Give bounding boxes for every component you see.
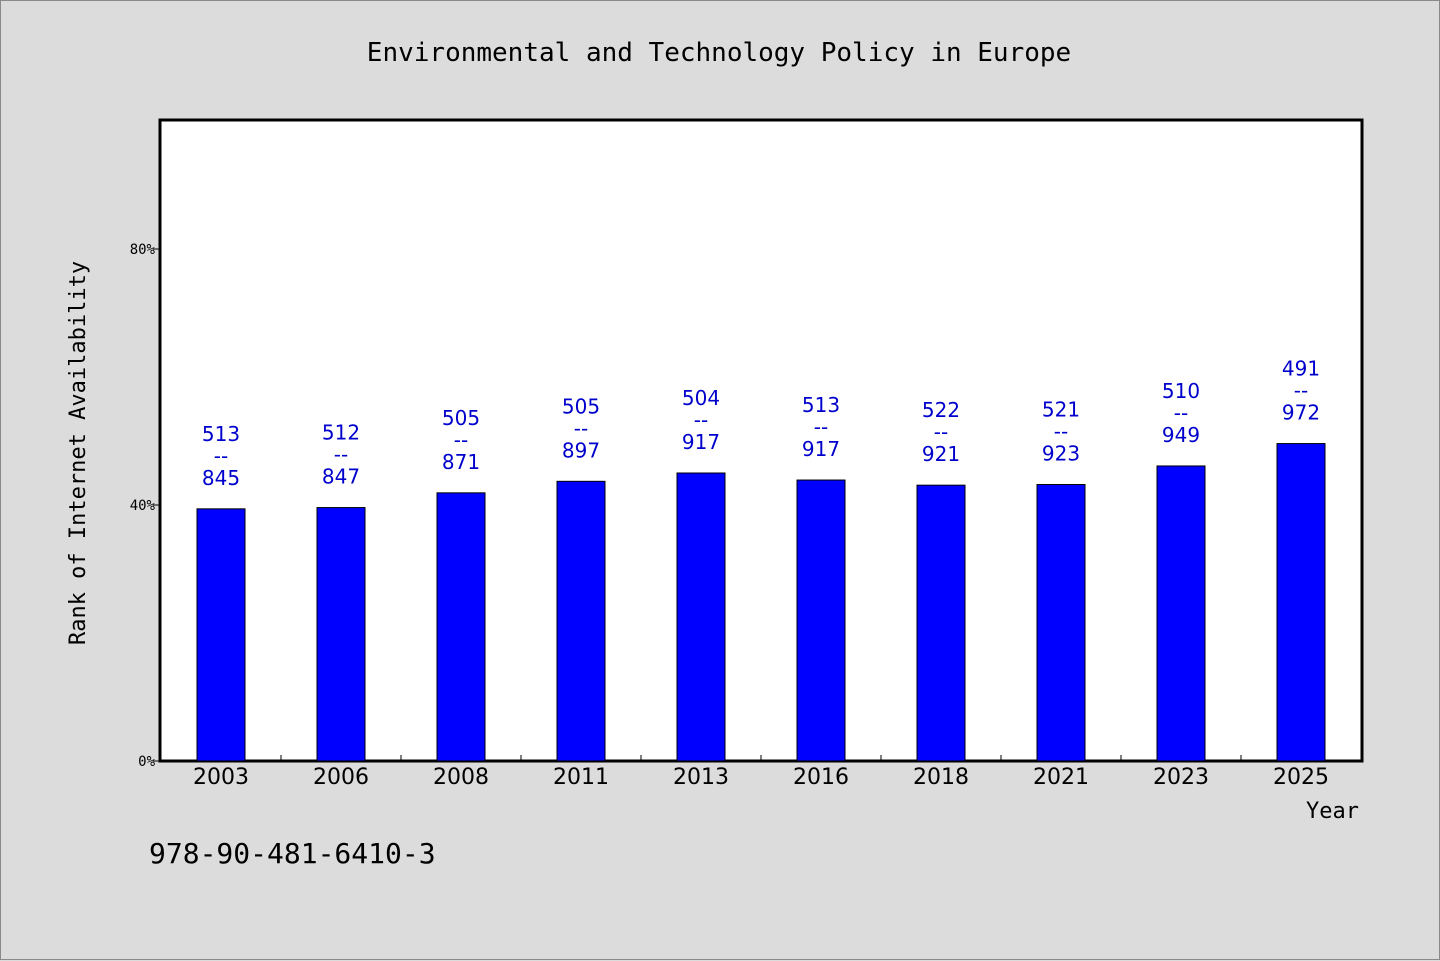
data-label-separator-2011: -- <box>574 416 588 440</box>
x-axis-label: Year <box>1306 799 1359 824</box>
x-tick-label-2008: 2008 <box>433 765 489 790</box>
data-label-rank-2013: 504 <box>682 386 720 410</box>
x-tick-label-2006: 2006 <box>313 765 369 790</box>
data-label-rank-2011: 505 <box>562 394 600 418</box>
data-label-separator-2006: -- <box>334 443 348 467</box>
y-tick-label-0pct: 0% <box>138 754 155 770</box>
x-tick-label-2023: 2023 <box>1153 765 1209 790</box>
data-label-total-2013: 917 <box>682 430 720 454</box>
bars-layer <box>196 443 1326 762</box>
data-label-total-2008: 871 <box>442 450 480 474</box>
bar-2013 <box>676 472 726 762</box>
data-label-total-2011: 897 <box>562 438 600 462</box>
bar-2006 <box>316 507 366 762</box>
y-tick-label-40pct: 40% <box>130 498 156 514</box>
data-label-total-2016: 917 <box>802 437 840 461</box>
x-tick-label-2021: 2021 <box>1033 765 1089 790</box>
data-label-separator-2018: -- <box>934 420 948 444</box>
data-label-separator-2003: -- <box>214 444 228 468</box>
bar-2016 <box>796 479 846 762</box>
data-label-rank-2006: 512 <box>322 421 360 445</box>
data-label-total-2018: 921 <box>922 442 960 466</box>
x-tick-label-2025: 2025 <box>1273 765 1329 790</box>
x-tick-label-2018: 2018 <box>913 765 969 790</box>
data-label-rank-2008: 505 <box>442 406 480 430</box>
data-label-separator-2025: -- <box>1294 379 1308 403</box>
data-label-rank-2021: 521 <box>1042 398 1080 422</box>
bar-2018 <box>916 484 966 762</box>
data-label-total-2025: 972 <box>1282 401 1320 425</box>
data-label-total-2021: 923 <box>1042 442 1080 466</box>
data-label-separator-2013: -- <box>694 408 708 432</box>
x-tick-label-2016: 2016 <box>793 765 849 790</box>
y-tick-label-80pct: 80% <box>130 242 156 258</box>
bar-2003 <box>196 508 246 762</box>
bar-2008 <box>436 492 486 762</box>
x-axis: 2003 2006 2008 2011 2013 2016 2018 2021 2023 2025 <box>193 755 1329 790</box>
data-label-total-2003: 845 <box>202 466 240 490</box>
y-axis-label: Rank of Internet Availability <box>66 261 91 645</box>
x-tick-label-2013: 2013 <box>673 765 729 790</box>
data-label-rank-2025: 491 <box>1282 357 1320 381</box>
bar-2025 <box>1276 443 1326 762</box>
data-label-separator-2016: -- <box>814 415 828 439</box>
x-tick-label-2003: 2003 <box>193 765 249 790</box>
data-label-total-2006: 847 <box>322 465 360 489</box>
chart-title: Environmental and Technology Policy in E… <box>367 38 1071 68</box>
bar-2023 <box>1156 465 1206 762</box>
data-label-total-2023: 949 <box>1162 423 1200 447</box>
data-label-rank-2003: 513 <box>202 422 240 446</box>
data-label-separator-2023: -- <box>1174 401 1188 425</box>
data-labels-layer: 513--845512--847505--871505--897504--917… <box>202 357 1320 490</box>
data-label-rank-2018: 522 <box>922 398 960 422</box>
y-axis: 0% 40% 80% <box>130 242 161 770</box>
bar-2021 <box>1036 484 1086 762</box>
data-label-separator-2008: -- <box>454 428 468 452</box>
data-label-separator-2021: -- <box>1054 420 1068 444</box>
isbn-footer: 978-90-481-6410-3 <box>149 837 436 870</box>
bar-2011 <box>556 480 606 762</box>
data-label-rank-2016: 513 <box>802 393 840 417</box>
x-tick-label-2011: 2011 <box>553 765 609 790</box>
data-label-rank-2023: 510 <box>1162 379 1200 403</box>
